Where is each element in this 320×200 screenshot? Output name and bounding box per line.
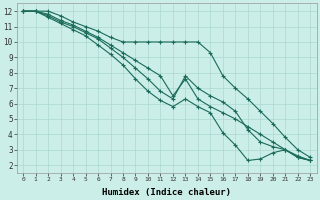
X-axis label: Humidex (Indice chaleur): Humidex (Indice chaleur)	[102, 188, 231, 197]
